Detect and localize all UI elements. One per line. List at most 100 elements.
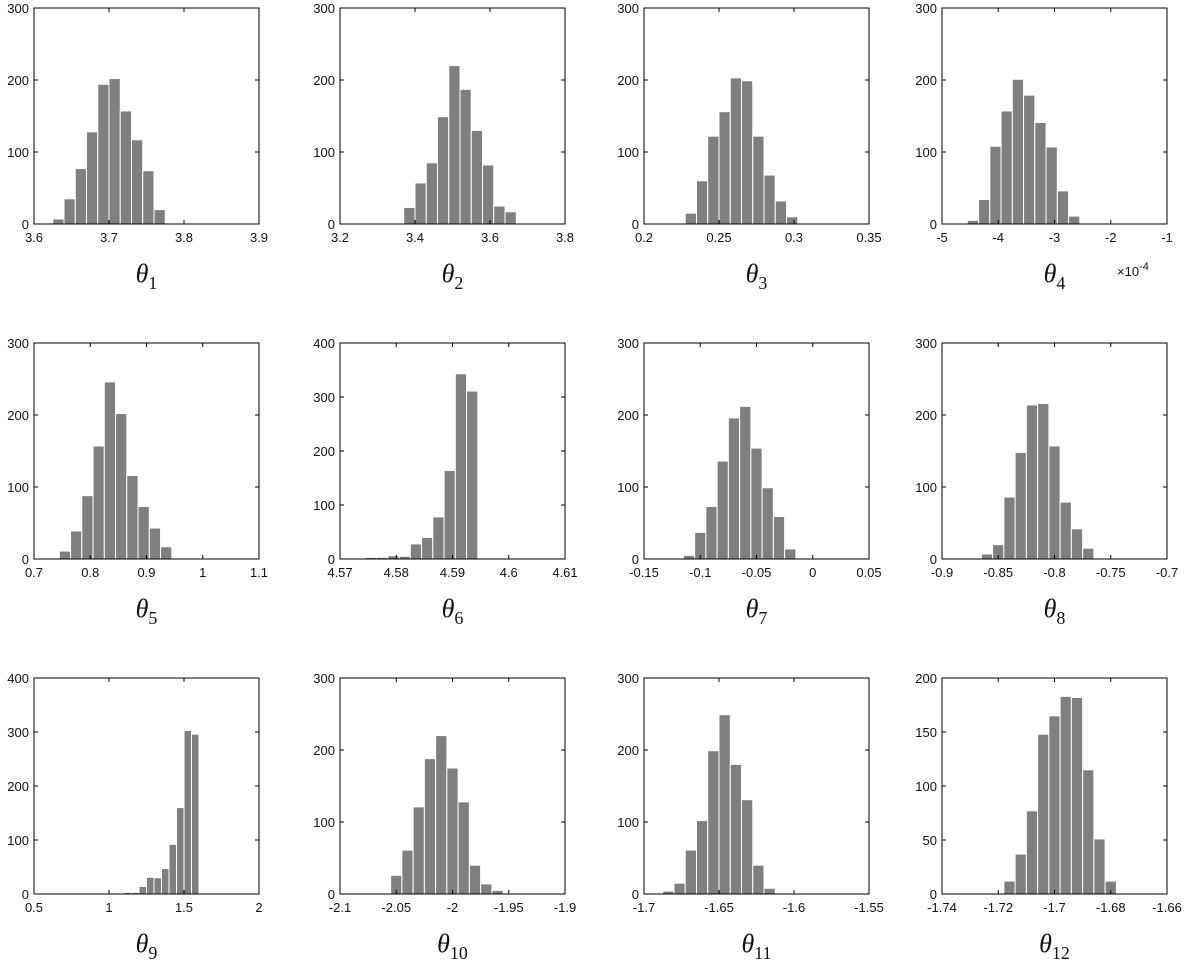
y-tick-label: 100	[7, 833, 29, 848]
y-tick-label: 0	[632, 217, 639, 232]
y-tick-label: 100	[915, 480, 937, 495]
y-tick-label: 200	[617, 73, 639, 88]
y-tick-label: 300	[617, 671, 639, 686]
histogram-6: 4.57 4.58 4.59 4.6 4.61 0 100 200 300 400 θ6	[313, 336, 577, 628]
bar	[403, 206, 416, 225]
histogram-5: 0.7 0.8 0.9 1 1.1 0 100 200 300 θ5	[7, 336, 268, 628]
x-axis-label: θ5	[136, 594, 158, 628]
histogram-12: -1.74 -1.72 -1.7 -1.68 -1.66 0 50 100 150 200 θ12	[915, 671, 1182, 963]
x-axis-label: θ1	[136, 259, 158, 293]
y-tick-label: 200	[7, 779, 29, 794]
x-tick-label: -1.68	[1096, 900, 1126, 915]
bar	[58, 550, 72, 560]
axes-box	[643, 7, 870, 225]
x-tick-label: 2	[255, 900, 262, 915]
x-tick-label: -1.72	[983, 900, 1013, 915]
bar	[176, 807, 185, 895]
x-tick-label: 3.8	[175, 230, 193, 245]
bar	[1070, 696, 1084, 895]
x-tick-label: -3	[1049, 230, 1061, 245]
axes-box	[33, 677, 260, 895]
bar	[718, 111, 731, 225]
bar	[448, 65, 461, 225]
bar	[729, 763, 742, 895]
bar	[103, 381, 117, 560]
x-tick-label: 0.9	[137, 565, 155, 580]
x-tick-label: 0.5	[25, 900, 43, 915]
histogram-11: -1.7 -1.65 -1.6 -1.55 0 100 200 300 θ11	[617, 671, 884, 963]
y-tick-label: 200	[617, 408, 639, 423]
y-tick-label: 100	[617, 145, 639, 160]
bar	[142, 170, 155, 225]
y-tick-label: 200	[313, 73, 335, 88]
bar	[727, 417, 741, 560]
histogram-8: -0.9 -0.85 -0.8 -0.75 -0.7 0 100 200 300 θ8	[915, 336, 1178, 628]
bar	[108, 78, 121, 225]
x-tick-label: -1.66	[1152, 900, 1182, 915]
bar	[482, 164, 495, 225]
bar	[119, 110, 132, 225]
x-tick-label: 0.35	[856, 230, 881, 245]
bar	[763, 174, 776, 225]
bar	[696, 820, 709, 895]
y-tick-label: 100	[7, 480, 29, 495]
x-tick-label: -2	[1105, 230, 1117, 245]
axes-box	[33, 7, 260, 225]
x-tick-label: -1.95	[494, 900, 524, 915]
x-axis-label: θ12	[1039, 929, 1070, 963]
bar	[412, 806, 425, 895]
bar	[459, 88, 472, 225]
bar	[81, 495, 94, 560]
bar	[696, 180, 709, 225]
bar	[435, 735, 448, 895]
bar	[409, 543, 423, 560]
y-tick-label: 100	[313, 498, 335, 513]
bar	[443, 469, 456, 560]
x-tick-label: -0.05	[742, 565, 772, 580]
bar	[468, 864, 482, 895]
x-tick-label: -0.85	[983, 565, 1013, 580]
y-tick-label: 100	[617, 815, 639, 830]
bar	[126, 474, 139, 560]
bar	[718, 714, 731, 895]
y-tick-label: 0	[22, 217, 29, 232]
y-tick-label: 0	[328, 887, 335, 902]
bar	[425, 162, 438, 225]
bar	[707, 750, 720, 895]
x-tick-label: 3.9	[250, 230, 268, 245]
x-tick-label: -2	[447, 900, 459, 915]
x-tick-label: -0.7	[1156, 565, 1178, 580]
bar	[1025, 810, 1039, 895]
x-tick-label: 0.2	[635, 230, 653, 245]
bar	[761, 487, 774, 560]
bar	[421, 536, 434, 560]
x-axis-label: θ9	[136, 929, 158, 963]
y-tick-label: 300	[617, 1, 639, 16]
bar	[446, 767, 459, 895]
y-tick-label: 300	[915, 336, 937, 351]
bar	[1093, 838, 1106, 895]
axes-box	[643, 677, 870, 895]
x-tick-label: -5	[936, 230, 948, 245]
y-tick-label: 300	[7, 336, 29, 351]
bar	[980, 553, 994, 560]
bar	[763, 887, 776, 895]
bar	[772, 516, 786, 560]
x-tick-label: -0.75	[1096, 565, 1126, 580]
y-tick-label: 0	[930, 217, 937, 232]
y-tick-label: 300	[313, 390, 335, 405]
bar	[684, 212, 697, 225]
x-tick-label: -4	[992, 230, 1004, 245]
bar	[1014, 853, 1027, 895]
x-tick-label: 1.5	[175, 900, 193, 915]
x-tick-label: 3.8	[556, 230, 574, 245]
x-tick-label: 3.4	[406, 230, 424, 245]
y-tick-label: 300	[313, 671, 335, 686]
x-tick-label: 3.2	[331, 230, 349, 245]
x-axis-label: θ6	[442, 594, 464, 628]
y-tick-label: 300	[7, 1, 29, 16]
x-tick-label: -1.9	[554, 900, 576, 915]
y-tick-label: 0	[22, 887, 29, 902]
bar	[1037, 733, 1050, 895]
x-tick-label: -1.74	[927, 900, 957, 915]
